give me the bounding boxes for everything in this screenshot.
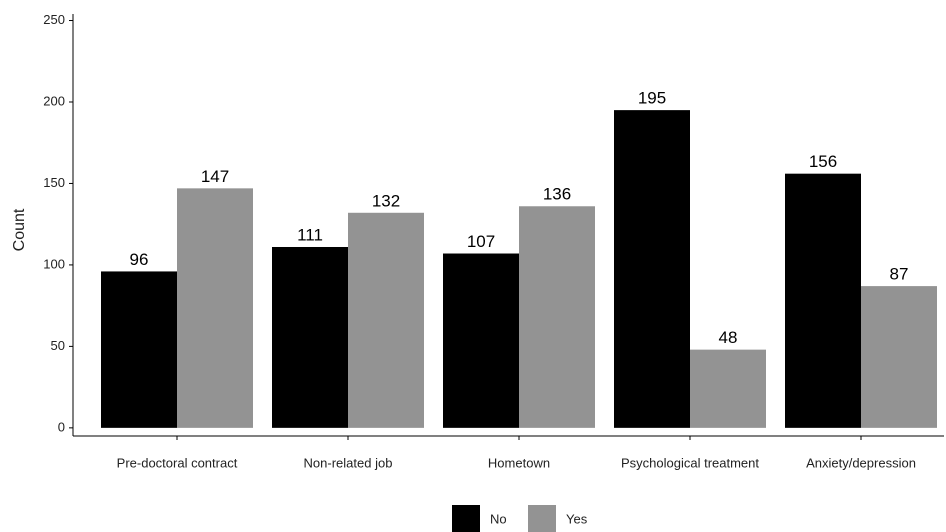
value-label: 48 bbox=[719, 328, 738, 347]
legend-label: Yes bbox=[566, 511, 588, 526]
y-axis-label: Count bbox=[11, 208, 28, 251]
value-label: 136 bbox=[543, 185, 571, 204]
y-tick-label: 0 bbox=[58, 419, 65, 434]
x-tick-label: Pre-doctoral contract bbox=[117, 455, 238, 470]
value-label: 111 bbox=[297, 225, 323, 244]
legend-swatch bbox=[528, 505, 556, 532]
bar bbox=[272, 246, 348, 428]
bar bbox=[785, 173, 861, 428]
x-tick-label: Anxiety/depression bbox=[806, 455, 916, 470]
x-tick-label: Psychological treatment bbox=[621, 455, 759, 470]
bar bbox=[443, 253, 519, 428]
bar bbox=[690, 349, 766, 428]
value-label: 156 bbox=[809, 152, 837, 171]
y-tick-label: 150 bbox=[43, 175, 65, 190]
value-label: 132 bbox=[372, 191, 400, 210]
y-tick-label: 250 bbox=[43, 12, 65, 27]
legend-swatch bbox=[452, 505, 480, 532]
value-label: 87 bbox=[890, 265, 909, 284]
bar bbox=[101, 271, 177, 428]
x-tick-label: Hometown bbox=[488, 455, 550, 470]
legend-label: No bbox=[490, 511, 507, 526]
y-tick-label: 50 bbox=[51, 338, 65, 353]
y-tick-label: 100 bbox=[43, 256, 65, 271]
bar bbox=[177, 188, 253, 428]
value-label: 96 bbox=[130, 250, 149, 269]
value-label: 147 bbox=[201, 167, 229, 186]
y-tick-label: 200 bbox=[43, 93, 65, 108]
x-tick-label: Non-related job bbox=[304, 455, 393, 470]
bar bbox=[861, 286, 937, 428]
bar bbox=[614, 110, 690, 428]
bar bbox=[348, 212, 424, 428]
value-label: 195 bbox=[638, 89, 666, 108]
value-label: 107 bbox=[467, 232, 495, 251]
bar bbox=[519, 206, 595, 428]
